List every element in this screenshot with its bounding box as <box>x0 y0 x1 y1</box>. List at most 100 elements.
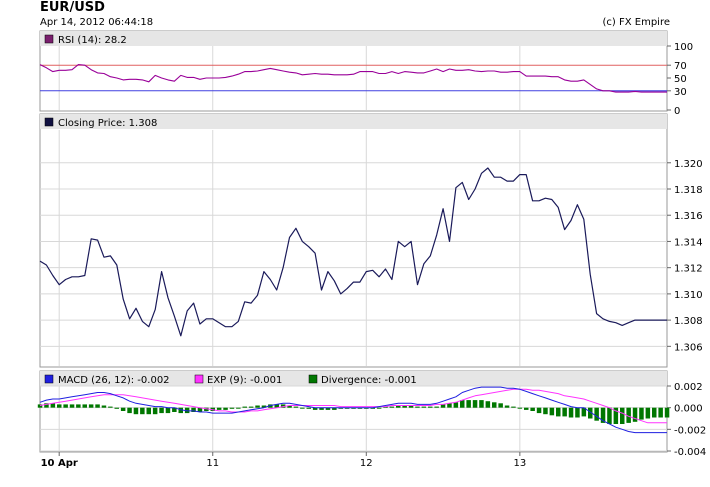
divergence-bar <box>402 405 407 408</box>
divergence-bar <box>658 407 663 418</box>
divergence-bar <box>472 400 478 408</box>
divergence-bar <box>76 404 81 408</box>
x-tick-label: 10 Apr <box>41 458 78 469</box>
divergence-bar <box>300 407 305 409</box>
divergence-bar <box>306 407 311 409</box>
price-legend-swatch <box>44 117 54 127</box>
y-tick-label: 0.000 <box>674 404 703 415</box>
rsi-panel: RSI (14): 28.2 100 70 50 30 0 <box>39 30 693 117</box>
divergence-bar <box>178 407 183 414</box>
divergence-bar <box>159 407 164 414</box>
x-axis: 10 Apr 11 12 13 <box>41 452 526 469</box>
macd-y-axis: 0.002 0.000 -0.002 -0.004 <box>667 382 706 458</box>
y-tick-label: 1.306 <box>674 342 703 353</box>
divergence-bar <box>492 402 497 408</box>
divergence-bar <box>146 407 151 415</box>
price-legend-label: Closing Price: 1.308 <box>58 118 157 129</box>
divergence-bar <box>479 400 484 408</box>
exp-line <box>39 388 667 424</box>
divergence-bar <box>69 404 75 408</box>
macd-legend-swatch <box>44 374 54 384</box>
divergence-bar <box>498 403 503 408</box>
divergence-bar <box>389 406 395 408</box>
exp-legend-label: EXP (9): -0.001 <box>207 375 282 386</box>
divergence-bar <box>575 407 580 418</box>
divergence-bar <box>652 407 657 418</box>
divergence-bar <box>549 407 555 416</box>
divergence-bar <box>581 407 587 417</box>
rsi-legend-label: RSI (14): 28.2 <box>58 35 127 46</box>
y-tick-label: 0.002 <box>674 382 703 393</box>
divergence-bar <box>645 407 651 419</box>
divergence-bar <box>319 407 324 410</box>
divergence-bar <box>376 407 382 409</box>
price-y-axis: 1.320 1.318 1.316 1.314 1.312 1.310 1.308 1.306 <box>667 159 703 353</box>
y-tick-label: 1.316 <box>674 211 703 222</box>
divergence-bar <box>632 407 638 422</box>
divergence-bar <box>344 407 350 409</box>
rsi-gridlines <box>58 46 521 110</box>
divergence-bar <box>543 407 548 415</box>
price-plot-area <box>39 113 668 368</box>
y-tick-label: 30 <box>674 87 687 98</box>
divergence-bar <box>370 407 375 409</box>
divergence-bar <box>44 403 49 408</box>
price-series <box>39 167 667 337</box>
divergence-bar <box>280 404 286 408</box>
price-panel: Closing Price: 1.308 1.320 1.318 1.316 1.31… <box>39 113 703 368</box>
divergence-bar <box>626 407 631 423</box>
divergence-bar <box>204 407 209 411</box>
divergence-bar <box>504 405 510 408</box>
divergence-bar <box>556 407 561 417</box>
macd-series <box>39 386 667 434</box>
divergence-bar <box>351 407 356 409</box>
divergence-bar <box>421 406 427 408</box>
divergence-bar <box>50 403 56 408</box>
y-tick-label: 1.314 <box>674 237 703 248</box>
divergence-bar <box>620 407 625 424</box>
y-tick-label: 50 <box>674 74 687 85</box>
div-legend-swatch <box>308 374 318 384</box>
divergence-bar <box>172 407 177 412</box>
rsi-legend-bar <box>40 31 667 46</box>
divergence-bar <box>338 407 343 409</box>
y-tick-label: 1.312 <box>674 264 703 275</box>
divergence-bar <box>383 406 388 408</box>
page-title: EUR/USD <box>40 0 105 15</box>
divergence-bar <box>466 400 471 408</box>
divergence-bar <box>197 407 203 412</box>
price-legend-bar <box>40 114 667 129</box>
divergence-bar <box>191 407 196 412</box>
divergence-bar <box>223 407 228 410</box>
divergence-bar <box>408 405 414 408</box>
divergence-bar <box>255 405 260 408</box>
divergence-bar <box>236 407 241 409</box>
divergence-bar <box>460 400 465 408</box>
divergence-bar <box>415 406 420 408</box>
macd-panel: MACD (26, 12): -0.002 EXP (9): -0.001 Di… <box>37 370 706 458</box>
divergence-bar <box>120 407 126 411</box>
rsi-series <box>39 64 667 93</box>
divergence-bar <box>568 407 574 418</box>
divergence-bar <box>562 407 567 417</box>
divergence-bar <box>447 403 452 408</box>
divergence-bar <box>428 406 433 408</box>
divergence-bar <box>639 407 644 420</box>
divergence-bar <box>594 407 599 421</box>
x-tick-label: 11 <box>206 458 219 469</box>
divergence-bar <box>453 402 459 408</box>
exp-legend-swatch <box>194 374 204 384</box>
divergence-bar <box>434 406 439 408</box>
divergence-bar <box>114 407 119 409</box>
divergence-bar <box>165 407 171 414</box>
copyright: (c) FX Empire <box>602 17 671 28</box>
x-tick-label: 12 <box>360 458 373 469</box>
divergence-bar <box>261 405 267 408</box>
y-tick-label: 70 <box>674 61 687 72</box>
divergence-bar <box>101 405 107 408</box>
y-tick-label: 1.308 <box>674 316 703 327</box>
divergence-bar <box>664 407 670 418</box>
divergence-bar <box>242 406 247 408</box>
divergence-bar <box>536 407 542 414</box>
